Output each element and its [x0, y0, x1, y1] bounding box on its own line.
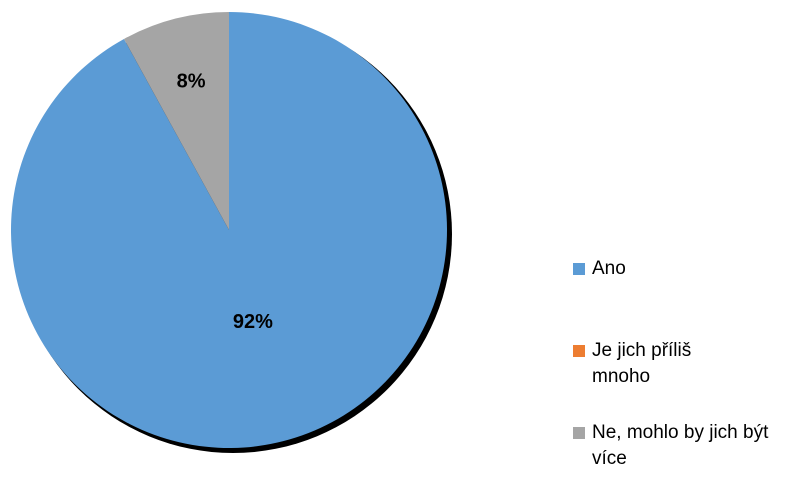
legend-item-ano: Ano [573, 256, 782, 282]
data-label-vice: 8% [177, 70, 206, 92]
legend-label-vice: Ne, mohlo by jich být více [592, 422, 769, 469]
legend-item-prilis-mnoho: Je jich příliš mnoho [573, 338, 752, 390]
pie-slice-vice [123, 12, 229, 230]
legend-swatch-prilis-mnoho [573, 345, 585, 357]
data-label-ano: 92% [233, 311, 273, 333]
legend-item-vice: Ne, mohlo by jich být více [573, 420, 782, 472]
legend-swatch-vice [573, 427, 585, 439]
legend-swatch-ano [573, 263, 585, 275]
chart-legend: Ano Je jich příliš mnoho Ne, mohlo by ji… [565, 236, 787, 481]
legend-label-prilis-mnoho: Je jich příliš mnoho [592, 340, 692, 387]
legend-label-ano: Ano [592, 258, 626, 279]
